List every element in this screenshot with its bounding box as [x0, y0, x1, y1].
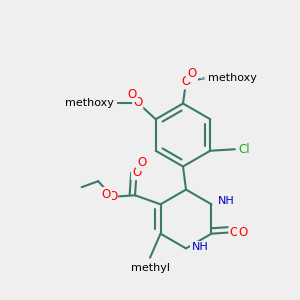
Text: O: O: [187, 67, 196, 80]
Text: O: O: [132, 166, 141, 179]
Text: Cl: Cl: [238, 143, 250, 156]
Text: NH: NH: [218, 196, 235, 206]
Text: methoxy: methoxy: [65, 98, 114, 108]
Text: methoxy: methoxy: [208, 73, 253, 83]
Text: NH: NH: [191, 242, 208, 252]
Text: O: O: [137, 156, 147, 169]
Text: methoxy: methoxy: [208, 73, 256, 83]
Text: methoxy: methoxy: [203, 76, 209, 78]
Text: methoxy: methoxy: [67, 98, 116, 108]
Text: methoxy: methoxy: [206, 73, 255, 83]
Text: methoxy: methoxy: [208, 76, 214, 77]
Text: methoxy: methoxy: [202, 78, 208, 79]
Text: O: O: [238, 226, 248, 239]
Text: methoxy: methoxy: [208, 77, 215, 78]
Text: methyl: methyl: [146, 261, 151, 262]
Text: methoxy: methoxy: [202, 78, 208, 79]
Text: O: O: [127, 88, 136, 101]
Text: methoxy: methoxy: [209, 77, 215, 78]
Text: O: O: [229, 226, 239, 239]
Text: methoxy: methoxy: [208, 78, 214, 79]
Text: methyl: methyl: [130, 263, 170, 273]
Text: O: O: [133, 96, 142, 109]
Text: O: O: [108, 190, 117, 203]
Text: O: O: [182, 75, 190, 88]
Text: O: O: [102, 188, 111, 202]
